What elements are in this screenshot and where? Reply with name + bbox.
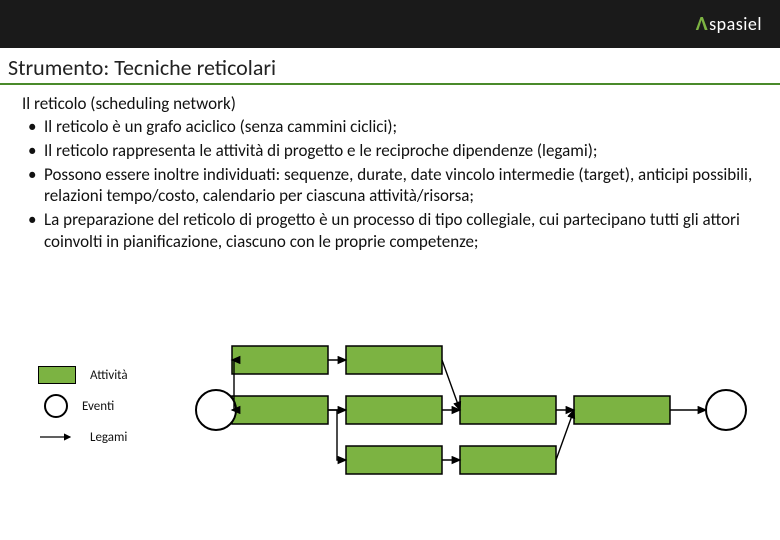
legend: Attività Eventi Legami: [38, 366, 128, 456]
diagram-area: Attività Eventi Legami: [0, 330, 780, 530]
start-event-node: [196, 390, 236, 430]
bullet-item: Il reticolo è un grafo aciclico (senza c…: [22, 116, 758, 138]
logo: Λspasiel: [696, 12, 762, 36]
legend-activity: Attività: [38, 366, 128, 384]
edge: [556, 410, 574, 460]
edge: [442, 360, 460, 410]
activity-node: [232, 396, 328, 424]
content-area: Il reticolo (scheduling network) Il reti…: [0, 85, 780, 253]
legend-link-label: Legami: [90, 430, 127, 445]
legend-event: Eventi: [38, 394, 128, 418]
slide-title: Strumento: Tecniche reticolari: [8, 54, 772, 81]
bullet-list: Il reticolo è un grafo aciclico (senza c…: [22, 116, 758, 253]
legend-link: Legami: [38, 428, 128, 446]
activity-node: [232, 346, 328, 374]
activity-node: [346, 396, 442, 424]
end-event-node: [706, 390, 746, 430]
bullet-item: Il reticolo rappresenta le attività di p…: [22, 140, 758, 162]
activity-node: [460, 396, 556, 424]
logo-text: spasiel: [709, 13, 762, 35]
bullet-item: La preparazione del reticolo di progetto…: [22, 209, 758, 253]
logo-caret-icon: Λ: [696, 12, 708, 36]
activity-icon: [38, 366, 76, 384]
subtitle: Il reticolo (scheduling network): [22, 93, 758, 114]
activity-node: [574, 396, 670, 424]
network-diagram: [160, 330, 760, 520]
arrow-icon: [38, 428, 76, 446]
legend-activity-label: Attività: [90, 368, 128, 383]
activity-node: [460, 446, 556, 474]
header-bar: Λspasiel: [0, 0, 780, 48]
activity-node: [346, 346, 442, 374]
bullet-item: Possono essere inoltre individuati: sequ…: [22, 164, 758, 208]
event-icon: [44, 394, 68, 418]
legend-event-label: Eventi: [82, 399, 114, 414]
activity-node: [346, 446, 442, 474]
title-row: Strumento: Tecniche reticolari: [0, 48, 780, 85]
edge: [328, 410, 346, 460]
